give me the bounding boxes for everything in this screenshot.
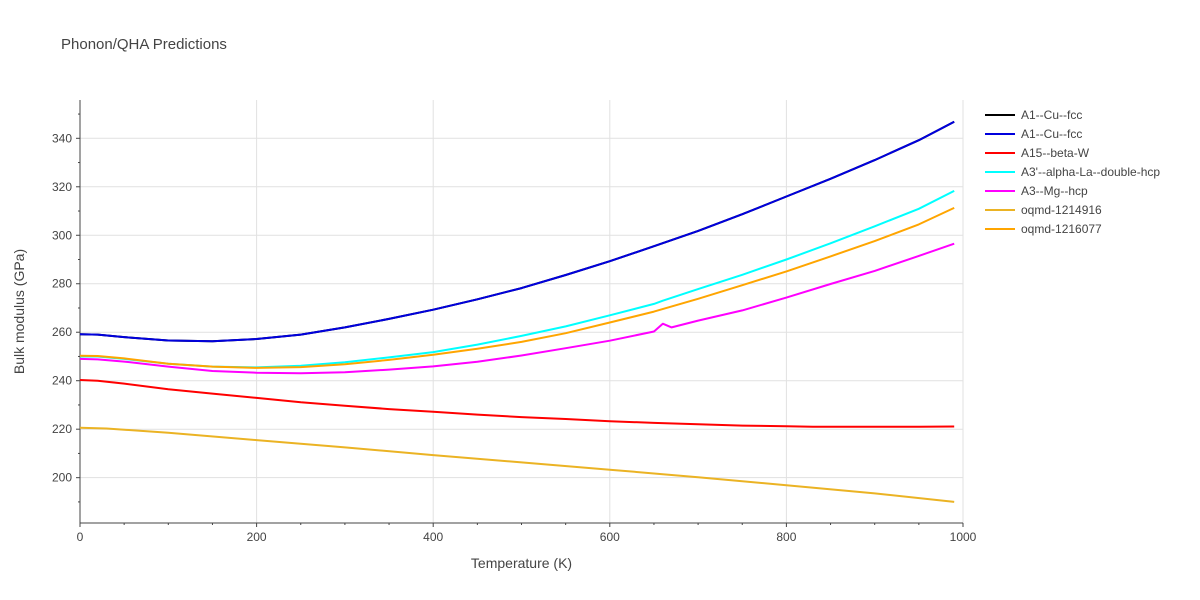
y-axis-title: Bulk modulus (GPa) [11,249,27,374]
series-line-2[interactable] [79,379,955,428]
legend-swatch [985,227,1015,230]
legend-swatch [985,189,1015,192]
y-tick-label: 240 [52,374,72,388]
legend-label: A1--Cu--fcc [1021,107,1083,122]
legend-swatch [985,208,1015,211]
gridlines [80,100,964,523]
legend-label: oqmd-1216077 [1021,221,1102,236]
legend-item[interactable]: A1--Cu--fcc [985,124,1160,143]
legend-item[interactable]: A15--beta-W [985,143,1160,162]
y-tick-label: 200 [52,471,72,485]
x-tick-labels: 0 200 400 600 800 1000 [77,530,977,544]
y-tick-labels: 200 220 240 260 280 300 320 340 [52,131,72,484]
legend-swatch [985,170,1015,173]
x-axis-title: Temperature (K) [471,555,572,571]
series-line-1[interactable] [79,120,955,343]
y-tick-label: 280 [52,277,72,291]
y-tick-label: 260 [52,325,72,339]
series-line-4[interactable] [79,242,955,375]
series-line-5[interactable] [79,426,955,503]
legend: A1--Cu--fcc A1--Cu--fcc A15--beta-W A3'--al… [985,105,1160,238]
legend-label: A1--Cu--fcc [1021,126,1083,141]
y-tick-label: 300 [52,228,72,242]
legend-label: oqmd-1214916 [1021,202,1102,217]
x-tick-label: 1000 [950,530,977,544]
legend-label: A3--Mg--hcp [1021,183,1088,198]
legend-label: A15--beta-W [1021,145,1090,160]
chart-title: Phonon/QHA Predictions [61,36,227,53]
y-tick-label: 340 [52,131,72,145]
x-tick-label: 200 [247,530,267,544]
series-lines [79,120,955,503]
legend-item[interactable]: oqmd-1214916 [985,200,1160,219]
y-tick-label: 320 [52,180,72,194]
legend-item[interactable]: A1--Cu--fcc [985,105,1160,124]
x-tick-label: 800 [776,530,796,544]
legend-item[interactable]: oqmd-1216077 [985,219,1160,238]
legend-swatch [985,151,1015,154]
legend-item[interactable]: A3'--alpha-La--double-hcp [985,162,1160,181]
legend-swatch [985,113,1015,116]
x-tick-label: 600 [600,530,620,544]
axes [76,100,964,527]
legend-swatch [985,132,1015,135]
x-tick-label: 400 [423,530,443,544]
legend-item[interactable]: A3--Mg--hcp [985,181,1160,200]
y-tick-label: 220 [52,422,72,436]
series-line-6[interactable] [79,206,955,369]
x-tick-label: 0 [77,530,84,544]
legend-label: A3'--alpha-La--double-hcp [1021,164,1161,179]
series-line-0[interactable] [79,120,955,343]
